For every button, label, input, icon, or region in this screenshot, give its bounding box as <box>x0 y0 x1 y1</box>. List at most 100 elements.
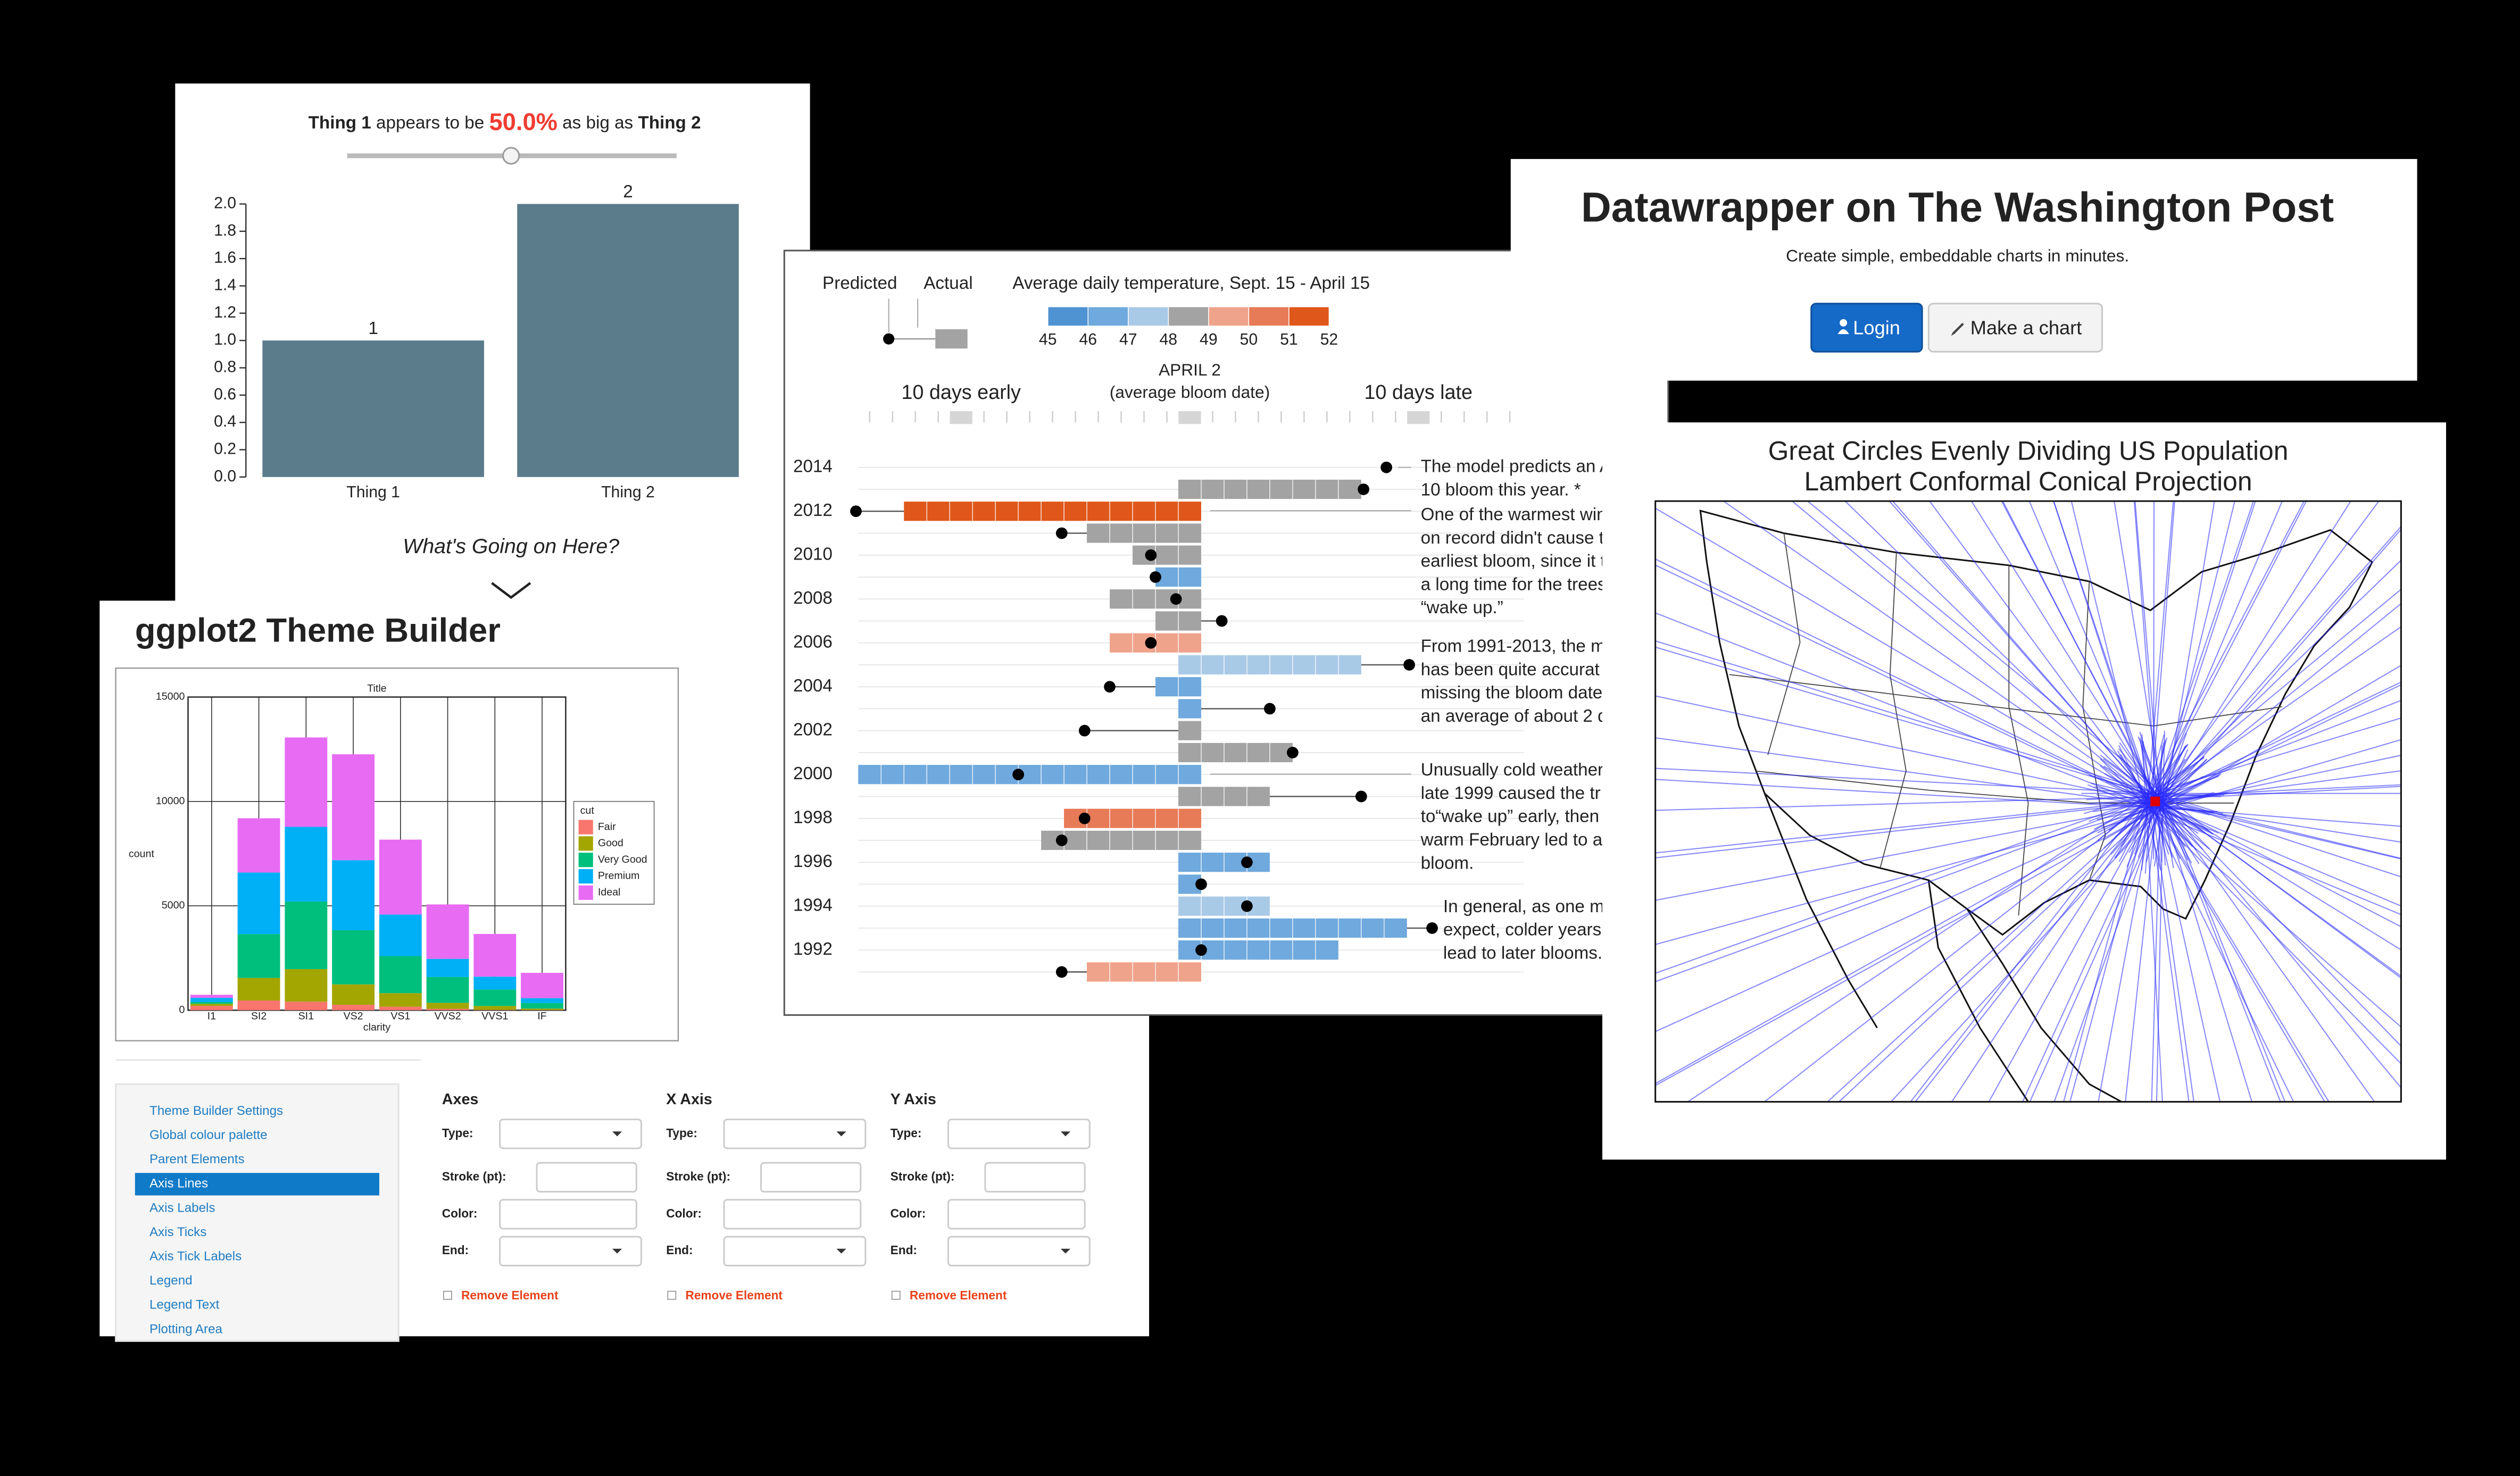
remove-label[interactable]: Remove Element <box>461 1288 559 1302</box>
checkbox[interactable] <box>443 1290 452 1300</box>
dropdown-arrow <box>836 1248 846 1254</box>
legend-label: Good <box>598 837 623 849</box>
great-circle <box>1889 501 2197 850</box>
great-circle <box>2119 742 2375 1102</box>
bloom-bar <box>1087 962 1201 982</box>
field-label: Color: <box>891 1206 926 1220</box>
great-circle <box>1655 774 2220 1032</box>
bar-segment <box>473 977 517 990</box>
color-tick-label: 46 <box>1079 331 1097 348</box>
user-icon <box>1840 319 1848 327</box>
great-circle <box>2053 501 2169 855</box>
bar-segment <box>426 1008 469 1011</box>
menu-item[interactable]: Legend <box>149 1273 193 1288</box>
menu-item[interactable]: Axis Tick Labels <box>149 1249 242 1264</box>
great-circle <box>2100 758 2401 1065</box>
bar-segment <box>379 839 422 915</box>
great-circle <box>2120 754 2330 1102</box>
great-circle <box>1826 756 2205 1102</box>
menu-item[interactable]: Axis Ticks <box>149 1225 206 1239</box>
text-input[interactable] <box>723 1199 862 1230</box>
year-label: 2002 <box>793 720 833 739</box>
menu-item[interactable]: Global colour palette <box>149 1128 268 1143</box>
menu-item[interactable]: Axis Labels <box>149 1200 215 1215</box>
panel-subtitle: Create simple, embeddable charts in minu… <box>1786 246 2129 265</box>
menu-item[interactable]: Theme Builder Settings <box>149 1104 283 1118</box>
predicted-dot <box>1241 900 1253 912</box>
predicted-dot <box>1055 835 1068 846</box>
great-circle <box>1655 775 2219 982</box>
bar-segment <box>237 1000 280 1011</box>
great-circle <box>2098 739 2166 1102</box>
color-tick-label: 47 <box>1119 331 1137 348</box>
field-label: End: <box>666 1243 693 1257</box>
footer-link[interactable]: What's Going on Here? <box>403 535 619 558</box>
menu-item[interactable]: Parent Elements <box>149 1152 245 1166</box>
chevron[interactable] <box>491 582 531 599</box>
text-input[interactable] <box>499 1199 637 1230</box>
login-button[interactable] <box>1810 303 1923 353</box>
dropdown[interactable] <box>947 1236 1091 1266</box>
remove-label[interactable]: Remove Element <box>685 1288 783 1302</box>
bloom-bar <box>1087 523 1201 543</box>
legend-label: Premium <box>598 870 640 882</box>
menu-item[interactable]: Axis Lines <box>149 1177 208 1191</box>
sidebar <box>115 1083 400 1342</box>
great-circle <box>1655 695 2210 816</box>
state-border <box>1767 533 1801 755</box>
great-circle <box>2091 782 2401 859</box>
make-chart-button[interactable] <box>1927 303 2103 353</box>
checkbox[interactable] <box>891 1290 901 1300</box>
x-tick-label: SI2 <box>251 1011 267 1022</box>
dropdown[interactable] <box>947 1119 1091 1149</box>
year-label: 1998 <box>793 807 833 827</box>
bar-segment <box>190 1004 233 1006</box>
text-input[interactable] <box>760 1162 862 1193</box>
predicted-dot <box>1426 922 1438 934</box>
great-circle <box>2102 664 2401 841</box>
dropdown[interactable] <box>723 1119 867 1149</box>
great-circle <box>1655 775 2204 1085</box>
color-swatch <box>1208 306 1250 327</box>
menu-item[interactable]: Legend Text <box>149 1298 220 1312</box>
text-input[interactable] <box>947 1199 1086 1230</box>
column-title: Axes <box>442 1091 479 1108</box>
great-circle <box>2103 559 2401 848</box>
annotation: on record didn't cause t <box>1421 528 1604 548</box>
year-label: 2012 <box>793 501 833 520</box>
dropdown[interactable] <box>499 1236 642 1266</box>
y-tick-label: 1.8 <box>214 222 236 239</box>
y-tick-label: 1.0 <box>214 331 236 348</box>
remove-label[interactable]: Remove Element <box>910 1288 1007 1302</box>
headline-part: appears to be <box>376 113 484 132</box>
field-label: Color: <box>666 1206 702 1220</box>
great-circle <box>2089 786 2401 804</box>
y-tick-label: 1.6 <box>214 249 236 266</box>
button-label[interactable]: Make a chart <box>1970 317 2082 339</box>
y-axis-label: count <box>129 848 155 860</box>
great-circle <box>2100 754 2401 979</box>
dropdown[interactable] <box>499 1119 642 1149</box>
bar-segment <box>190 997 233 1003</box>
bar-segment <box>426 977 469 1003</box>
text-input[interactable] <box>984 1162 1086 1193</box>
great-circle <box>2141 501 2174 871</box>
field-label: Type: <box>891 1126 922 1140</box>
color-swatch <box>1128 306 1169 327</box>
menu-item[interactable]: Plotting Area <box>149 1322 223 1336</box>
predicted-dot <box>1104 681 1116 693</box>
slider-knob[interactable] <box>502 147 520 165</box>
year-label: 2000 <box>793 764 833 783</box>
bar-segment <box>332 754 375 861</box>
checkbox[interactable] <box>667 1290 677 1300</box>
great-circle <box>2118 755 2401 1047</box>
great-circle <box>1655 773 2222 1087</box>
great-circle <box>1655 640 2224 814</box>
button-label[interactable]: Login <box>1853 317 1900 339</box>
text-input[interactable] <box>536 1162 637 1193</box>
x-tick-label: VS1 <box>390 1011 410 1022</box>
bar-segment <box>521 973 563 998</box>
dropdown[interactable] <box>723 1236 867 1266</box>
legend-label: Predicted <box>822 273 897 293</box>
great-circle <box>2151 745 2163 1102</box>
